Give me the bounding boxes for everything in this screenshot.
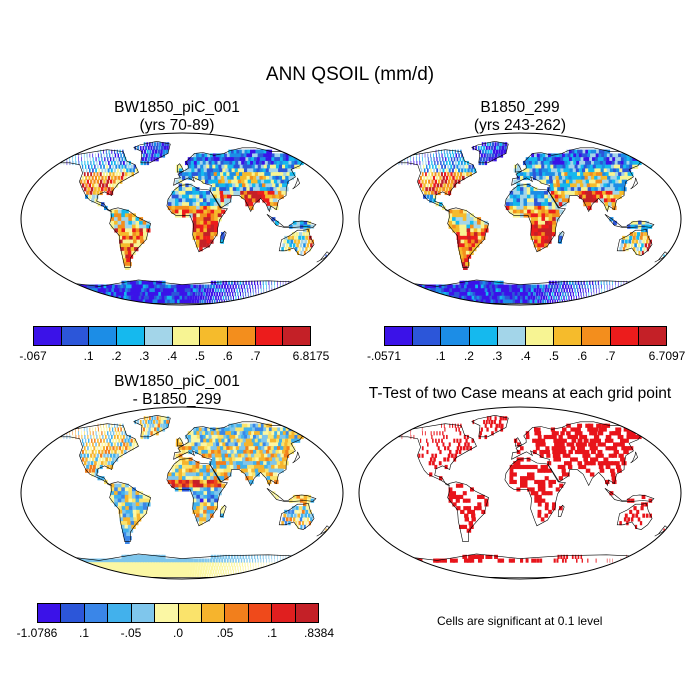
cb2-tick-label: .3 — [492, 349, 503, 363]
cb1-swatch-5 — [172, 327, 201, 345]
map-panel-4 — [358, 406, 682, 580]
cb1-swatch-9 — [283, 327, 311, 345]
cb3-tick-label: .05 — [216, 626, 234, 640]
cb2-tick-label: -.0571 — [366, 349, 402, 363]
map-border — [20, 132, 344, 306]
cb3-swatch-9 — [248, 604, 273, 622]
cb2-swatch-1 — [413, 327, 442, 345]
map-panel-3 — [20, 406, 344, 580]
cb2-swatch-0 — [385, 327, 414, 345]
panel-4-title: T-Test of two Case means at each grid po… — [345, 385, 695, 403]
cb1-tick-label: .4 — [166, 349, 178, 363]
cb2-swatch-5 — [526, 327, 555, 345]
cb2-swatch-4 — [497, 327, 527, 345]
cb1-tick-label: .5 — [194, 349, 205, 363]
cb1-swatch-7 — [227, 327, 256, 345]
cb2-swatch-6 — [554, 327, 583, 345]
coastlines — [389, 414, 669, 578]
cb2-tick-label: .1 — [435, 349, 446, 363]
cb2-tick-label: 6.7097 — [648, 349, 686, 363]
cb2-swatch-8 — [610, 327, 639, 345]
cb3-swatch-3 — [108, 604, 132, 622]
cb2-tick-label: .5 — [548, 349, 559, 363]
cb2-swatch-9 — [638, 327, 667, 345]
panel-2-title: B1850_299 (yrs 243-262) — [360, 99, 680, 135]
map-border — [20, 406, 344, 580]
cb1-tick-label: .7 — [250, 349, 261, 363]
cb2-swatch-3 — [469, 327, 498, 345]
land-cells — [52, 416, 327, 578]
cb3-swatch-1 — [61, 604, 85, 622]
cb3-tick-label: .0 — [172, 626, 184, 640]
cb1-tick-label: .2 — [111, 349, 122, 363]
cb3-tick-label: -1.0786 — [16, 626, 58, 640]
cb3-swatch-8 — [225, 604, 249, 622]
cb1-swatch-8 — [255, 327, 284, 345]
cb1-swatch-0 — [34, 327, 62, 345]
panel-3-title: BW1850_piC_001 - B1850_299 — [17, 373, 337, 409]
cb1-swatch-3 — [117, 327, 145, 345]
cb3-swatch-11 — [295, 604, 319, 622]
cb2-tick-label: .2 — [463, 349, 474, 363]
cb3-tick-label: .1 — [78, 626, 90, 640]
cb1-tick-label: -.067 — [19, 349, 47, 363]
cb2-tick-label: .6 — [577, 349, 588, 363]
cb2-tick-label: .4 — [520, 349, 531, 363]
land-cells — [52, 142, 327, 304]
cb3-tick-label: -.05 — [120, 626, 142, 640]
colorbar-panel-3 — [37, 603, 319, 623]
cb3-tick-label: .8384 — [303, 626, 335, 640]
cb1-swatch-2 — [89, 327, 118, 345]
cb3-swatch-4 — [131, 604, 156, 622]
cb1-tick-label: .3 — [139, 349, 150, 363]
map-panel-1 — [20, 132, 344, 306]
colorbar-panel-1 — [33, 326, 311, 346]
panel-3-title-line2: - B1850_299 — [132, 391, 222, 408]
figure-title: ANN QSOIL (mm/d) — [265, 64, 435, 85]
coastlines — [389, 140, 669, 304]
cb1-tick-label: 6.8175 — [292, 349, 330, 363]
panel-1-title: BW1850_piC_001 (yrs 70-89) — [17, 99, 337, 135]
coastlines — [51, 140, 331, 304]
panel-1-title-line1: BW1850_piC_001 — [114, 99, 240, 116]
cb1-swatch-1 — [61, 327, 90, 345]
cb2-tick-label: .7 — [605, 349, 616, 363]
cb3-swatch-10 — [272, 604, 296, 622]
coastlines — [51, 414, 331, 578]
land-cells — [390, 142, 665, 304]
cb1-tick-label: .1 — [83, 349, 94, 363]
cb2-swatch-2 — [441, 327, 470, 345]
cb3-tick-label: .1 — [266, 626, 278, 640]
panel-2-title-line2: (yrs 243-262) — [473, 117, 567, 134]
cb1-swatch-4 — [144, 327, 173, 345]
cb1-tick-label: .6 — [222, 349, 233, 363]
colorbar-panel-2 — [384, 326, 667, 346]
panel-4-title-line1: T-Test of two Case means at each grid po… — [368, 385, 672, 402]
cb2-swatch-7 — [582, 327, 611, 345]
panel-2-title-line1: B1850_299 — [480, 99, 560, 116]
land-cells — [393, 416, 665, 563]
panel-1-title-line2: (yrs 70-89) — [139, 117, 215, 134]
cb3-swatch-0 — [38, 604, 62, 622]
map-border — [358, 132, 682, 306]
cb3-swatch-5 — [155, 604, 179, 622]
map-panel-2 — [358, 132, 682, 306]
panel-3-title-line1: BW1850_piC_001 — [114, 373, 240, 390]
cb3-swatch-6 — [178, 604, 202, 622]
cb3-swatch-7 — [201, 604, 226, 622]
significance-note: Cells are significant at 0.1 level — [437, 614, 603, 628]
cb1-swatch-6 — [200, 327, 228, 345]
cb3-swatch-2 — [84, 604, 109, 622]
map-border — [358, 406, 682, 580]
